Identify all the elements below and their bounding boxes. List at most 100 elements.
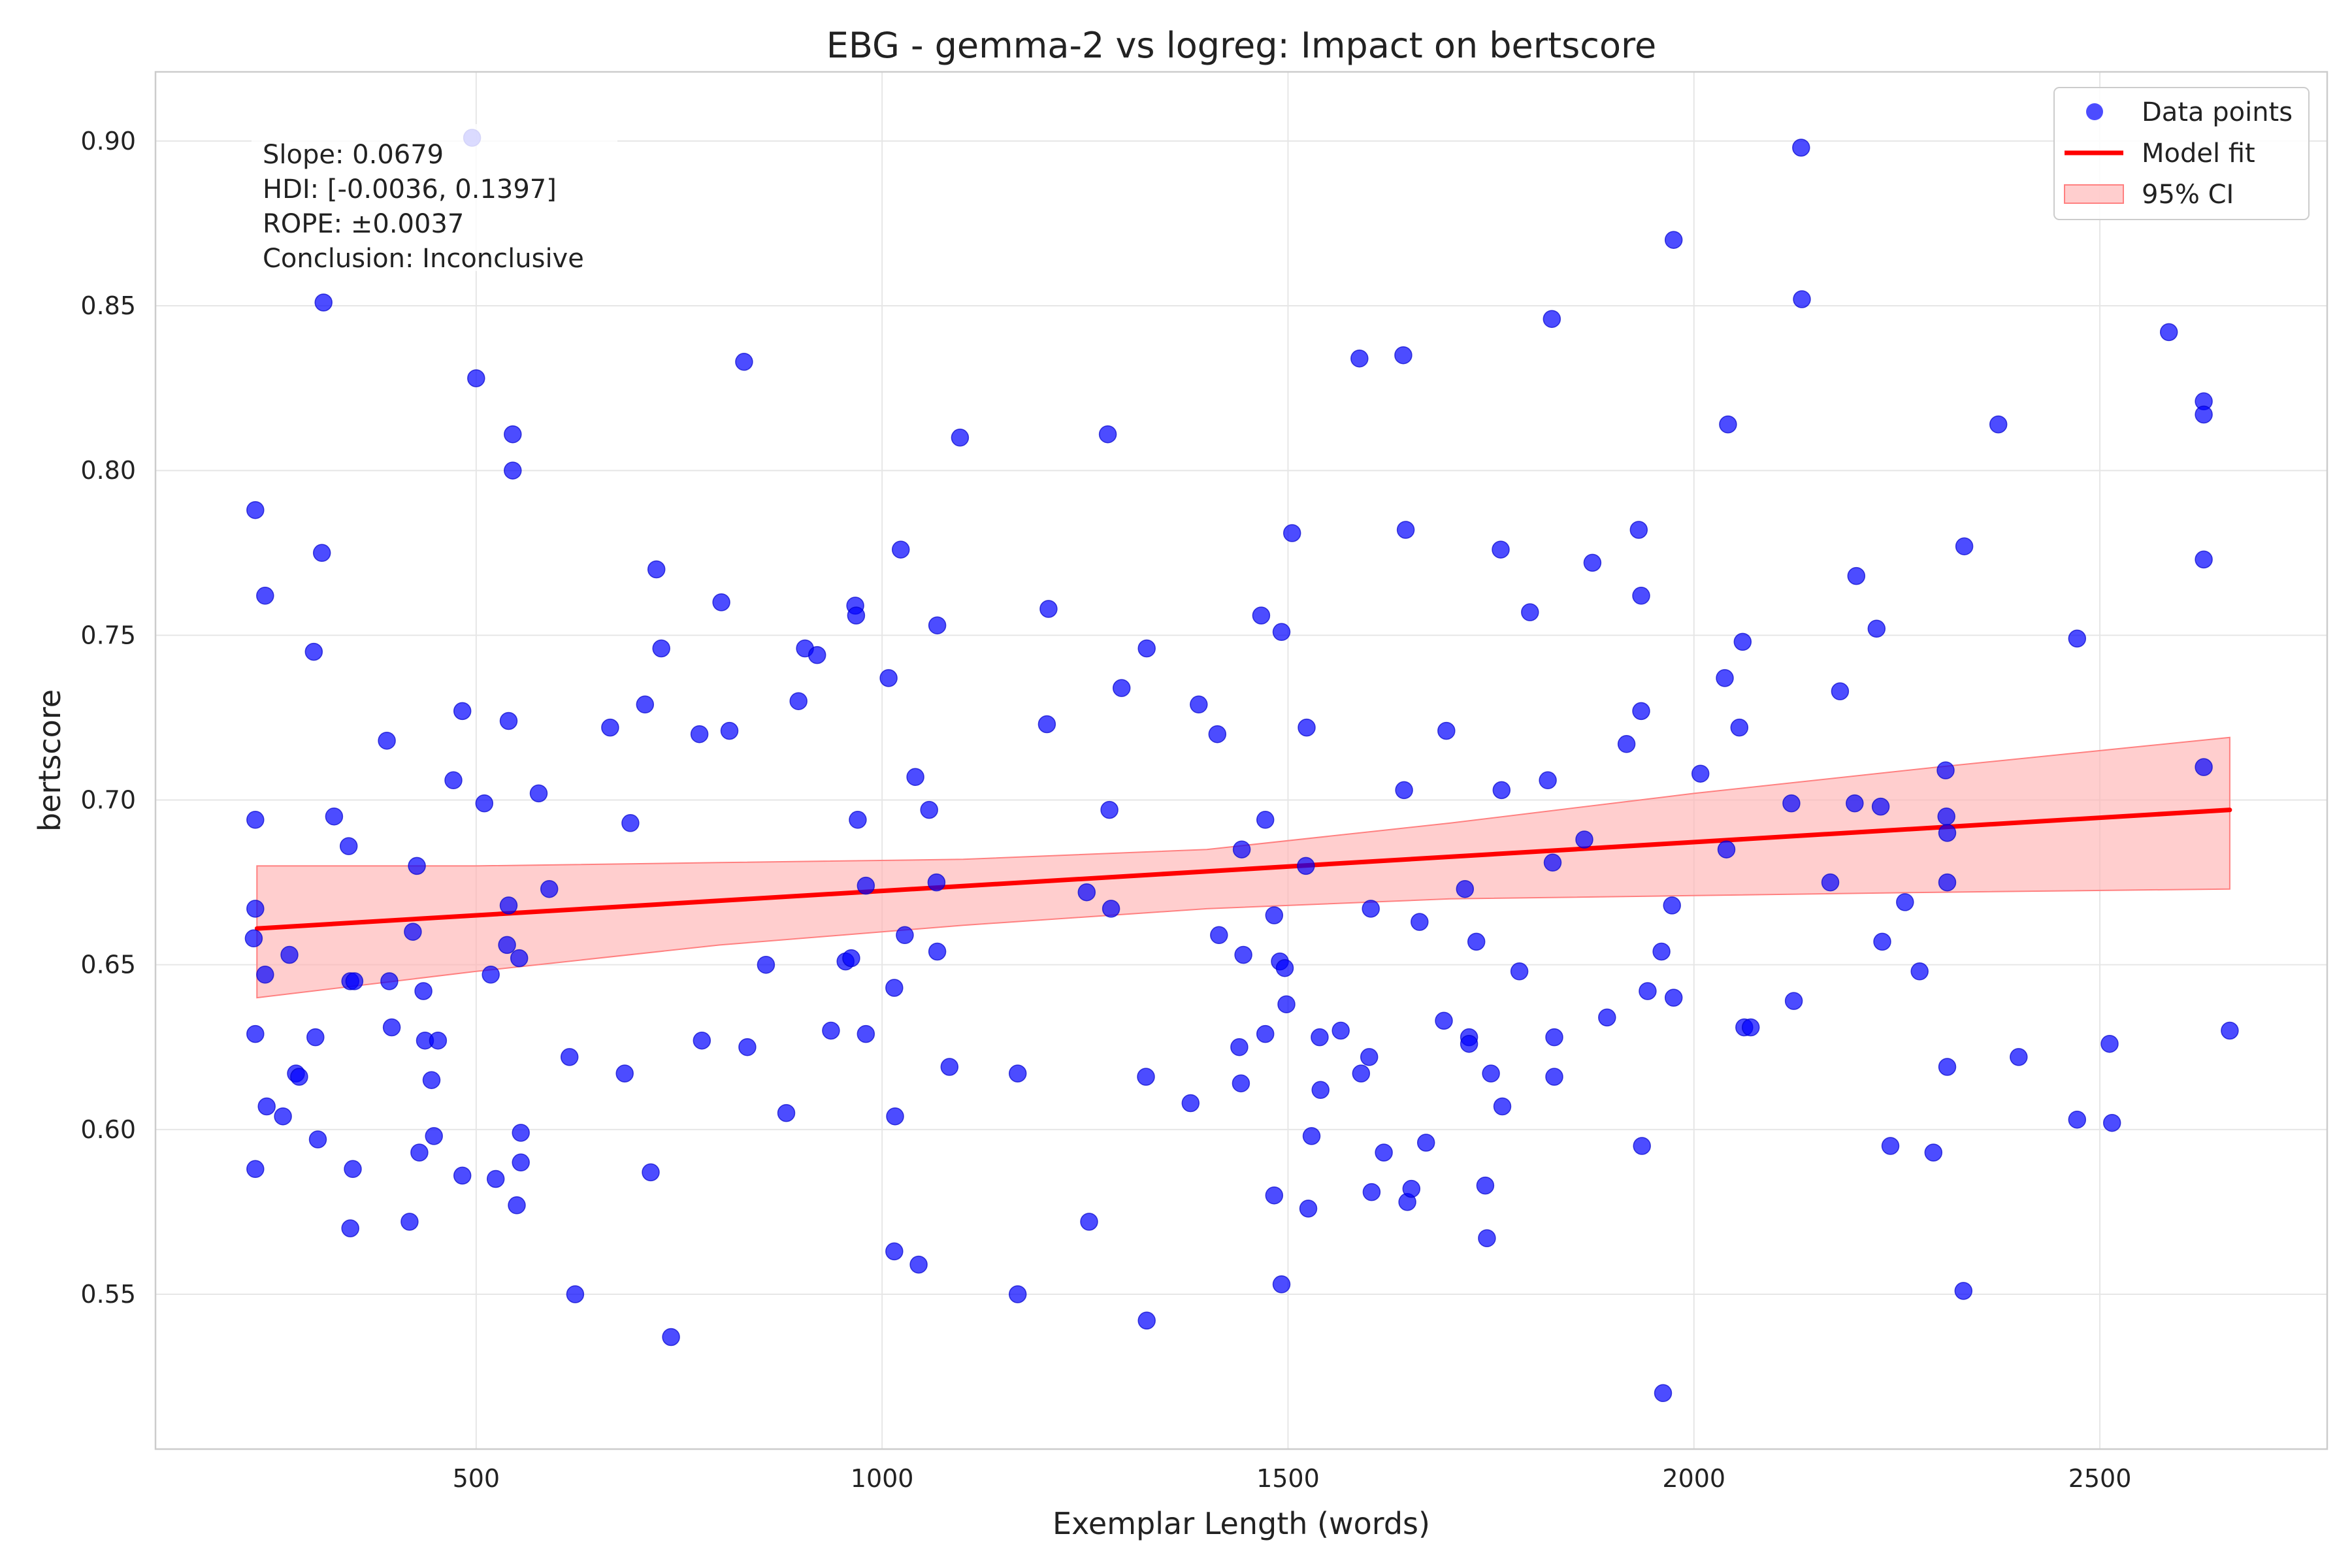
data-point <box>2195 550 2213 569</box>
data-point <box>1467 932 1486 951</box>
data-point <box>1784 992 1803 1010</box>
data-point <box>1955 537 1974 555</box>
data-point <box>529 784 548 803</box>
data-point <box>2068 1110 2087 1129</box>
annotation-line: Slope: 0.0679 <box>263 140 444 170</box>
data-point <box>512 1153 530 1172</box>
data-point <box>1937 807 1955 826</box>
data-point <box>1232 1074 1250 1092</box>
fit-line <box>254 808 2232 931</box>
data-point <box>1137 1311 1156 1330</box>
data-point <box>1252 606 1271 625</box>
data-point <box>1847 566 1866 585</box>
data-point <box>1302 1127 1321 1145</box>
data-point <box>1792 139 1810 157</box>
data-point <box>1871 797 1890 816</box>
data-point <box>467 369 485 387</box>
data-point <box>1275 958 1294 977</box>
legend-label: Model fit <box>2142 139 2255 169</box>
data-point <box>1272 623 1291 642</box>
data-point <box>1639 982 1657 1000</box>
data-point <box>382 1018 401 1037</box>
data-point <box>1782 794 1801 813</box>
data-point <box>1846 794 1864 813</box>
data-point <box>1394 346 1413 365</box>
data-point <box>1190 695 1208 714</box>
data-point <box>560 1048 579 1066</box>
data-point <box>1545 1028 1563 1047</box>
data-point <box>1539 771 1557 790</box>
data-point <box>1350 349 1369 368</box>
data-point <box>1716 669 1734 687</box>
data-point <box>486 1169 505 1188</box>
data-point <box>1362 900 1380 918</box>
data-point <box>720 721 739 740</box>
data-point <box>1881 1137 1900 1155</box>
data-point <box>1632 702 1650 721</box>
data-point <box>290 1068 308 1086</box>
data-point <box>662 1328 680 1347</box>
data-point <box>2221 1021 2239 1040</box>
data-point <box>1298 718 1316 737</box>
data-point <box>1080 1213 1098 1231</box>
data-point <box>2100 1034 2119 1053</box>
data-point <box>927 873 946 892</box>
data-point <box>256 966 274 984</box>
y-tick-label: 0.55 <box>80 1280 136 1309</box>
y-tick-label: 0.65 <box>80 951 136 979</box>
data-point <box>1416 1134 1435 1152</box>
data-point <box>246 1160 265 1179</box>
data-point <box>1210 926 1228 945</box>
data-point <box>842 949 860 968</box>
data-point <box>642 1163 660 1182</box>
data-point <box>1493 1097 1512 1116</box>
data-point <box>928 942 947 961</box>
data-point <box>404 923 422 941</box>
data-point <box>1910 962 1929 981</box>
data-point <box>652 639 670 658</box>
legend: Data points Model fit 95% CI <box>2053 87 2310 220</box>
data-point <box>1299 1200 1318 1218</box>
data-point <box>453 1166 472 1185</box>
data-point <box>1938 873 1957 892</box>
data-point <box>885 979 904 997</box>
data-point <box>1936 761 1955 779</box>
data-point <box>1265 1186 1284 1205</box>
data-point <box>498 936 516 955</box>
data-point <box>1277 995 1296 1013</box>
data-point <box>1793 290 1811 308</box>
data-point <box>274 1107 292 1126</box>
data-point <box>380 972 399 990</box>
x-tick-label: 1500 <box>1256 1464 1320 1493</box>
data-point <box>857 1024 875 1043</box>
data-point <box>1632 587 1650 605</box>
legend-marker <box>2086 103 2103 120</box>
data-point <box>246 900 265 918</box>
data-point <box>246 1024 265 1043</box>
data-point <box>453 702 472 721</box>
data-point <box>257 1097 276 1116</box>
data-point <box>1633 1137 1651 1155</box>
data-point <box>339 837 358 855</box>
data-point <box>1297 857 1315 875</box>
y-tick-label: 0.75 <box>80 621 136 649</box>
data-point <box>244 929 263 948</box>
y-tick-label: 0.70 <box>80 786 136 815</box>
data-point <box>1137 1068 1155 1086</box>
data-point <box>540 879 559 898</box>
data-point <box>1396 521 1415 539</box>
data-point <box>1896 893 1914 911</box>
data-point <box>1039 600 1058 618</box>
data-point <box>1181 1094 1200 1113</box>
data-point <box>1924 1143 1943 1162</box>
data-point <box>1402 1179 1421 1198</box>
data-point <box>2195 758 2213 776</box>
data-point <box>425 1127 443 1145</box>
data-point <box>256 587 274 605</box>
data-point <box>2102 1113 2121 1132</box>
data-point <box>1831 682 1850 700</box>
data-point <box>849 811 867 829</box>
data-point <box>951 429 970 447</box>
data-point <box>1460 1034 1478 1053</box>
